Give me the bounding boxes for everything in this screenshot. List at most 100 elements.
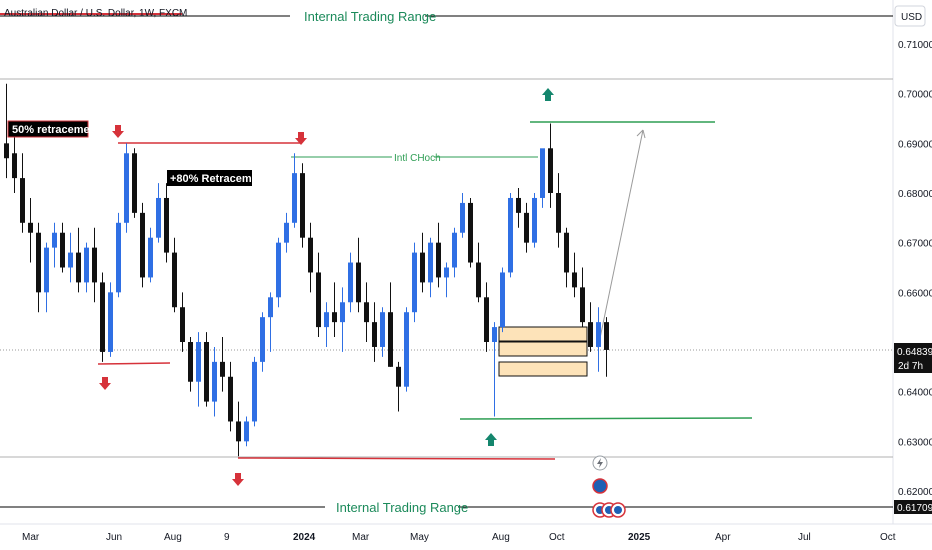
candle-body bbox=[228, 376, 233, 422]
price-tick-label: 0.70000 bbox=[898, 90, 932, 101]
red-arrow-sep bbox=[232, 473, 244, 486]
candle-body bbox=[508, 197, 513, 273]
price-tick-label: 0.67000 bbox=[898, 239, 932, 250]
price-tick-label: 0.69000 bbox=[898, 139, 932, 150]
candle-body bbox=[452, 232, 457, 268]
candle-body bbox=[332, 312, 337, 323]
candle-body bbox=[308, 237, 313, 273]
chart-title: Australian Dollar / U.S. Dollar, 1W, FXC… bbox=[4, 8, 187, 19]
candle-body bbox=[204, 342, 209, 402]
candle-body bbox=[36, 232, 41, 293]
candle-body bbox=[420, 252, 425, 283]
candle-body bbox=[268, 297, 273, 318]
candle-body bbox=[324, 312, 329, 328]
candle-body bbox=[580, 287, 585, 323]
candle-body bbox=[60, 232, 65, 268]
price-tick-label: 0.68000 bbox=[898, 189, 932, 200]
order-block-1 bbox=[498, 326, 588, 342]
retracement-50-box bbox=[7, 120, 89, 138]
candle-body bbox=[92, 247, 97, 283]
time-tick-label: 9 bbox=[224, 532, 230, 543]
candle-body bbox=[364, 302, 369, 323]
order-block-2 bbox=[498, 341, 588, 357]
time-tick-label: Aug bbox=[492, 532, 510, 543]
swing-low-line bbox=[237, 457, 556, 460]
current-price-tag bbox=[894, 343, 932, 373]
candle-body bbox=[116, 222, 121, 293]
candle-body bbox=[28, 222, 33, 233]
choch-label-bg bbox=[392, 151, 434, 163]
currency-button[interactable] bbox=[894, 5, 926, 27]
top-range-label: Internal Trading Range bbox=[304, 9, 436, 24]
candle-body bbox=[548, 148, 553, 193]
candle-body bbox=[500, 272, 505, 328]
red-arrow-2024 bbox=[295, 132, 307, 145]
candle-body bbox=[556, 193, 561, 233]
candle-body bbox=[84, 247, 89, 283]
candle-body bbox=[132, 153, 137, 213]
time-tick-label: Oct bbox=[880, 532, 896, 543]
time-tick-label: Aug bbox=[164, 532, 182, 543]
candle-body bbox=[148, 237, 153, 278]
candle-body bbox=[492, 327, 497, 342]
candle-body bbox=[124, 153, 129, 223]
candle-body bbox=[524, 212, 529, 243]
us-event-icon-core bbox=[614, 506, 622, 514]
candle-body bbox=[180, 307, 185, 342]
candle-body bbox=[436, 242, 441, 278]
candle-body bbox=[164, 197, 169, 253]
candle-body bbox=[380, 312, 385, 347]
current-price-label: 0.64839 bbox=[897, 347, 932, 358]
candle-body bbox=[516, 197, 521, 213]
green-arrow-bottom bbox=[485, 433, 497, 446]
time-tick-label: Jul bbox=[798, 532, 811, 543]
candle-body bbox=[260, 317, 265, 362]
retracement-low-line bbox=[97, 362, 171, 365]
time-tick-label: Mar bbox=[352, 532, 370, 543]
candle-body bbox=[348, 262, 353, 303]
candle-body bbox=[444, 267, 449, 278]
red-arrow-may bbox=[99, 377, 111, 390]
time-tick-label: Jun bbox=[106, 532, 122, 543]
candle-body bbox=[276, 242, 281, 298]
event-flag-icon[interactable] bbox=[592, 478, 608, 494]
candle-body bbox=[108, 292, 113, 352]
target-low-line bbox=[459, 417, 753, 420]
candle-body bbox=[604, 322, 609, 350]
retracement-80-label: +80% Retracement bbox=[170, 173, 268, 185]
candle-body bbox=[356, 262, 361, 303]
time-tick-label: May bbox=[410, 532, 429, 543]
candle-body bbox=[460, 202, 465, 233]
projection-arrowhead bbox=[636, 129, 646, 139]
candle-body bbox=[252, 361, 257, 422]
candle-body bbox=[300, 173, 305, 238]
time-tick-label: Mar bbox=[22, 532, 40, 543]
candle-body bbox=[196, 342, 201, 382]
candle-body bbox=[484, 297, 489, 342]
candle-body bbox=[428, 242, 433, 283]
candle-body bbox=[532, 197, 537, 243]
candle-body bbox=[388, 312, 393, 367]
candle-body bbox=[412, 252, 417, 313]
candle-body bbox=[404, 312, 409, 387]
currency-button-label: USD bbox=[901, 12, 922, 23]
candle-body bbox=[476, 262, 481, 298]
time-tick-label: Apr bbox=[715, 532, 731, 543]
candle-body bbox=[52, 232, 57, 248]
candle-body bbox=[188, 342, 193, 382]
countdown-label: 2d 7h bbox=[898, 361, 923, 372]
candle-body bbox=[172, 252, 177, 308]
retracement-50-label: 50% retracement bbox=[12, 124, 100, 136]
price-tick-label: 0.66000 bbox=[898, 288, 932, 299]
lightning-icon-glyph bbox=[597, 458, 603, 468]
bottom-range-label: Internal Trading Range bbox=[336, 500, 468, 515]
candle-body bbox=[468, 202, 473, 263]
candle-body bbox=[12, 153, 17, 179]
candle-body bbox=[540, 148, 545, 198]
candle-body bbox=[76, 252, 81, 283]
candle-body bbox=[20, 178, 25, 223]
red-arrow-jun bbox=[112, 125, 124, 138]
candle-body bbox=[68, 252, 73, 268]
candle-body bbox=[564, 232, 569, 273]
